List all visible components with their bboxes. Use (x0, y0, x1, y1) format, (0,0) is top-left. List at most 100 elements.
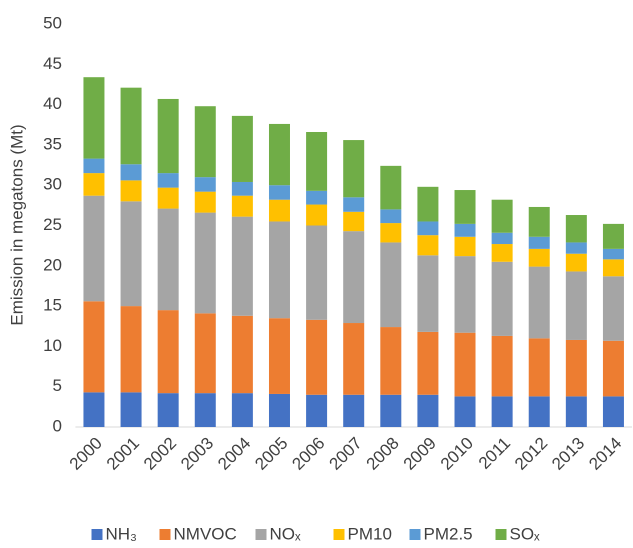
bar-segment (491, 335, 513, 397)
y-tick-label: 0 (53, 416, 62, 435)
x-tick-label: 2012 (511, 434, 551, 474)
bar-segment (120, 201, 142, 307)
x-tick-label: 2001 (103, 434, 143, 474)
y-tick-label: 50 (43, 13, 62, 32)
bar-segment (565, 215, 587, 243)
bar-segment (194, 191, 216, 213)
bar-segment (306, 225, 328, 320)
bar-segment (231, 216, 253, 316)
bar-segment (120, 87, 142, 165)
bar-segment (306, 132, 328, 191)
bar-segment (454, 223, 476, 237)
y-tick-label: 25 (43, 215, 62, 234)
legend-label: PM2.5 (424, 524, 473, 543)
bar-segment (306, 319, 328, 395)
bar-segment (194, 106, 216, 178)
legend-label: PM10 (348, 524, 392, 543)
bar-segment (528, 236, 550, 249)
x-tick-label: 2013 (548, 434, 588, 474)
bar-segment (268, 393, 290, 427)
legend-swatch (409, 529, 421, 540)
bar-segment (417, 255, 439, 332)
bar-segment (268, 199, 290, 222)
bar-segment (602, 276, 624, 341)
bar-segment (565, 396, 587, 427)
bar-segment (231, 315, 253, 394)
bar-segment (83, 158, 105, 174)
bar-segment (602, 396, 624, 427)
legend-swatch (495, 529, 507, 540)
bar-segment (417, 394, 439, 427)
x-tick-label: 2002 (140, 434, 180, 474)
bar-segment (343, 394, 365, 427)
legend-swatch (91, 529, 103, 540)
bar-segment (194, 177, 216, 192)
bar-segment (417, 221, 439, 236)
bar-segment (491, 232, 513, 245)
x-tick-label: 2004 (214, 434, 254, 474)
bar-segment (231, 181, 253, 196)
bar-segment (83, 77, 105, 159)
bar-segment (157, 187, 179, 209)
y-tick-label: 35 (43, 134, 62, 153)
bar-segment (231, 195, 253, 217)
y-tick-label: 30 (43, 175, 62, 194)
bar-segment (565, 242, 587, 254)
x-tick-label: 2009 (400, 434, 440, 474)
bar-segment (157, 98, 179, 174)
bar-segment (602, 223, 624, 249)
bar-segment (306, 190, 328, 205)
bar-segment (120, 164, 142, 181)
bar-segment (268, 221, 290, 319)
x-tick-label: 2014 (585, 434, 625, 474)
bar-segment (380, 242, 402, 328)
bar-segment (417, 235, 439, 256)
bar-segment (83, 301, 105, 393)
bar-segment (268, 318, 290, 394)
bar-segment (83, 392, 105, 427)
bar-segment (454, 332, 476, 397)
y-tick-label: 10 (43, 336, 62, 355)
y-tick-label: 40 (43, 94, 62, 113)
bar-segment (343, 231, 365, 324)
bar-segment (528, 248, 550, 267)
bar-segment (454, 256, 476, 333)
x-tick-label: 2006 (288, 434, 328, 474)
bar-segment (120, 392, 142, 427)
bar-segment (528, 206, 550, 237)
bar-segment (454, 190, 476, 224)
bar-segment (417, 186, 439, 222)
y-tick-label: 5 (53, 376, 62, 395)
bar-segment (343, 197, 365, 212)
bar-segment (194, 212, 216, 314)
legend-label: NOₓ (270, 524, 302, 543)
bar-segment (528, 396, 550, 427)
y-tick-label: 45 (43, 54, 62, 73)
bar-segment (120, 180, 142, 202)
bar-segment (231, 393, 253, 427)
bar-segment (380, 327, 402, 395)
bar-segment (194, 393, 216, 427)
legend-swatch (333, 529, 345, 540)
bar-segment (491, 244, 513, 262)
bar-segment (380, 209, 402, 224)
bar-segment (380, 394, 402, 427)
x-tick-label: 2005 (251, 434, 291, 474)
y-axis-title: Emission in megatons (Mt) (7, 124, 26, 325)
x-tick-label: 2000 (66, 434, 106, 474)
bar-segment (380, 223, 402, 243)
x-tick-label: 2011 (475, 434, 514, 473)
bar-segment (83, 173, 105, 196)
bar-segment (602, 259, 624, 277)
x-tick-label: 2008 (363, 434, 403, 474)
bar-segment (417, 331, 439, 395)
legend-label: SOₓ (510, 524, 541, 543)
bar-segment (565, 271, 587, 340)
bar-segment (120, 306, 142, 393)
bar-segment (306, 394, 328, 427)
bar-segment (268, 123, 290, 186)
bar-segment (157, 208, 179, 311)
y-tick-label: 20 (43, 255, 62, 274)
x-tick-label: 2003 (177, 434, 217, 474)
bar-segment (491, 396, 513, 427)
